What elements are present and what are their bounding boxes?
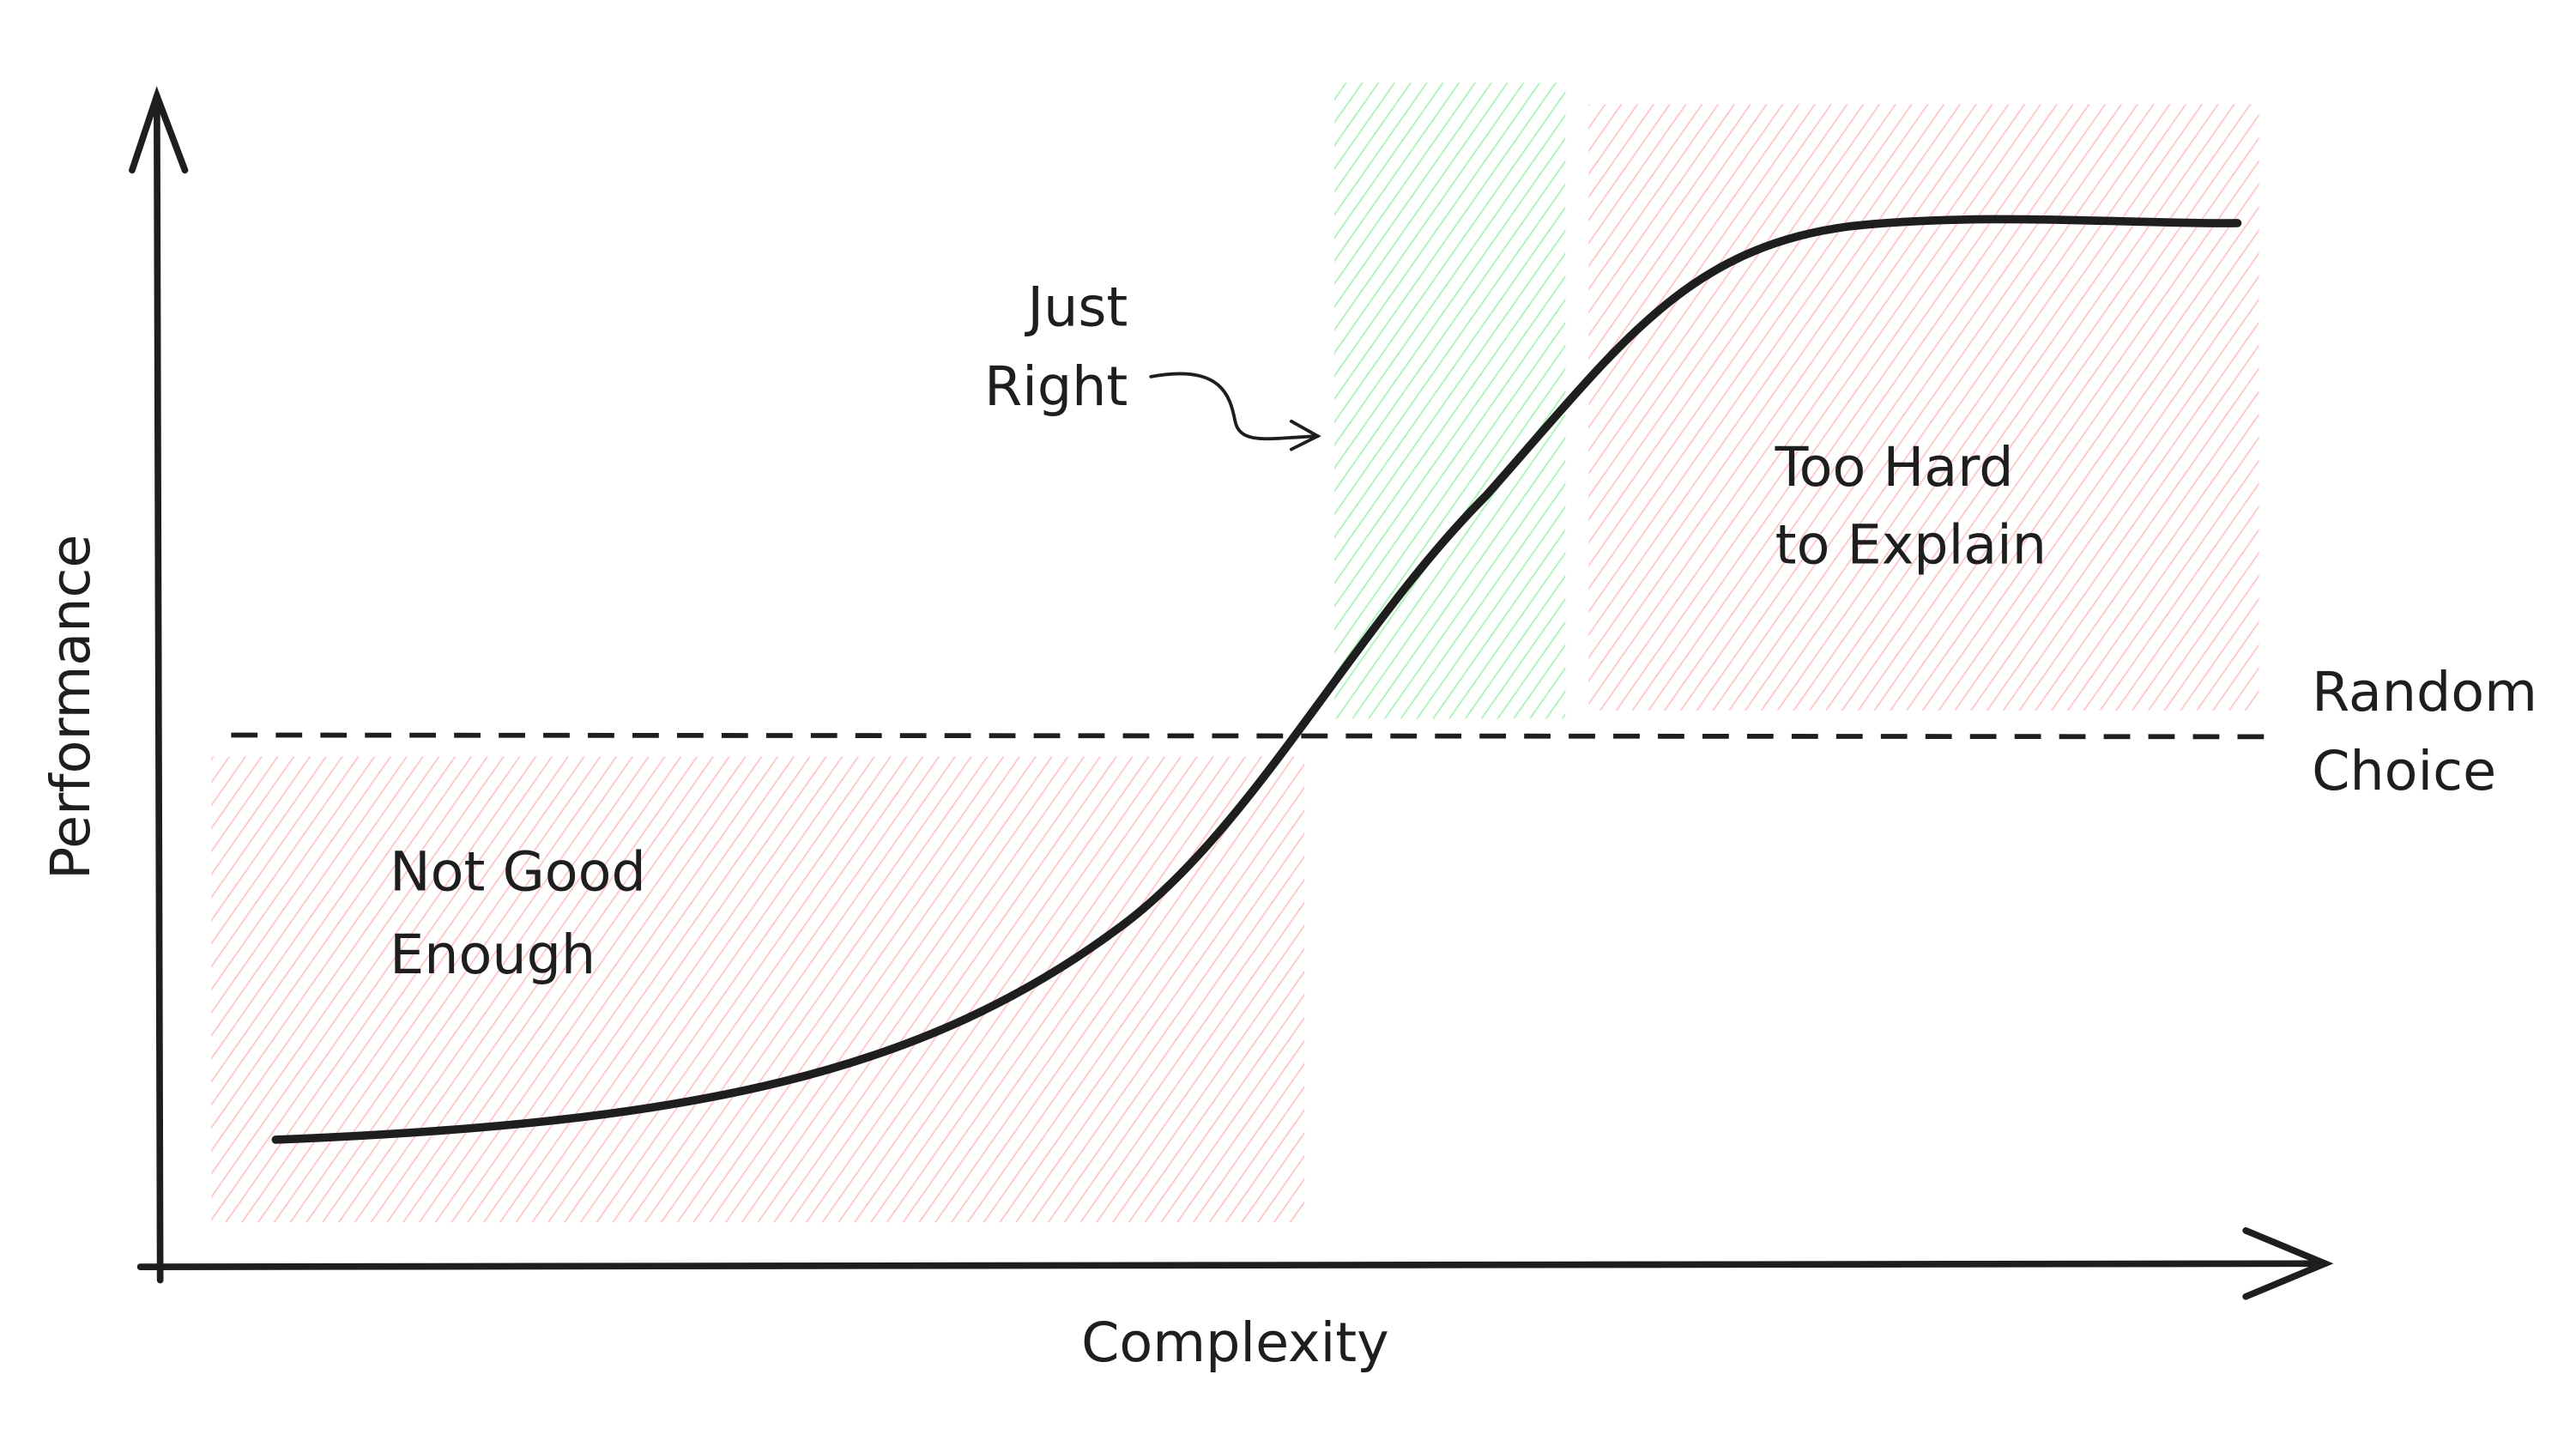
x-axis — [136, 1260, 2329, 1270]
pointer-arrow — [1149, 372, 1321, 451]
random-choice-line — [231, 732, 2279, 740]
x-axis-arrow — [2242, 1226, 2334, 1300]
region-label: Not Good — [390, 840, 646, 904]
x-axis-label: Complexity — [1081, 1311, 1389, 1374]
baseline-label: Choice — [2312, 739, 2496, 802]
too-hard-region — [1588, 104, 2259, 711]
baseline-label: Random — [2312, 660, 2537, 724]
not-good-region — [211, 756, 1305, 1223]
y-axis-label: Performance — [39, 535, 102, 880]
region-label: to Explain — [1775, 513, 2047, 577]
axes — [129, 86, 2334, 1300]
region-label: Right — [984, 354, 1128, 418]
region-label: Just — [1024, 275, 1128, 338]
y-axis — [153, 92, 164, 1284]
just-right-region — [1333, 82, 1566, 719]
region-label: Enough — [390, 923, 596, 986]
performance-curve — [271, 215, 2242, 1144]
region-label: Too Hard — [1775, 435, 2014, 499]
y-axis-arrow — [129, 86, 189, 174]
